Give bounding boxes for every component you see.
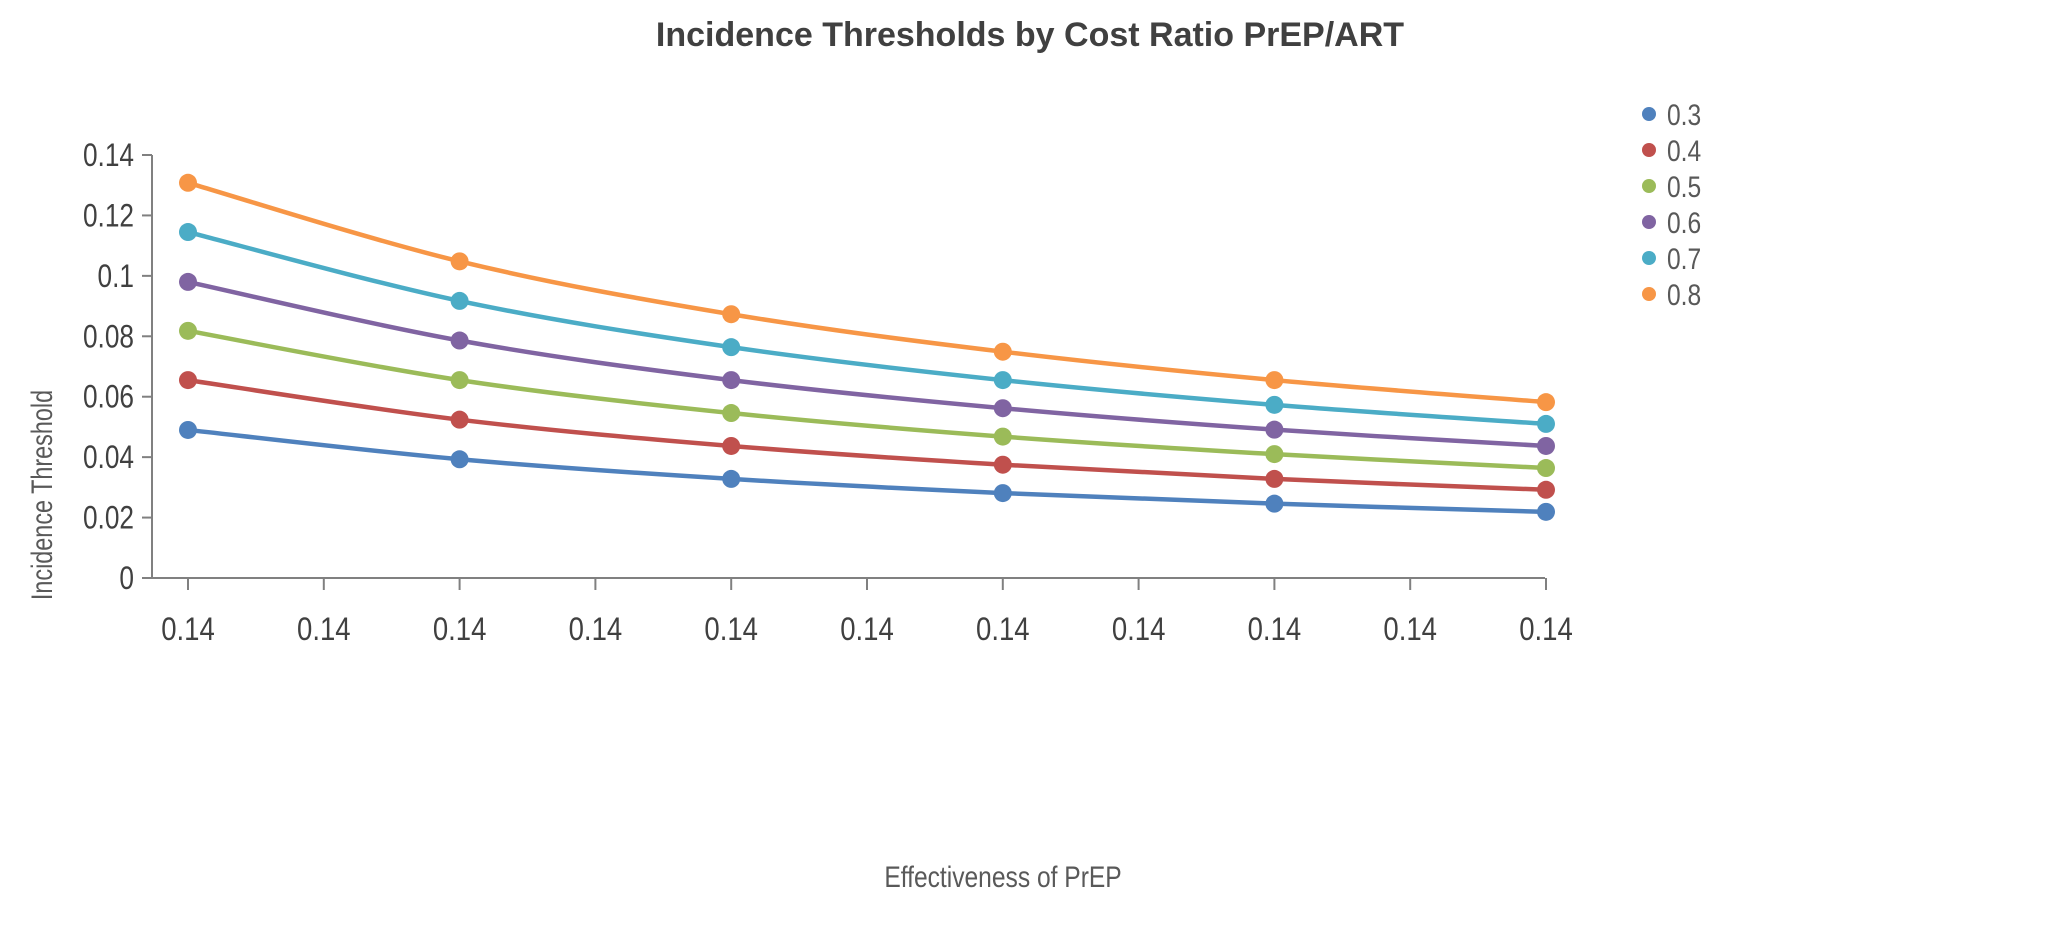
- data-point: [1537, 480, 1555, 499]
- data-point: [1537, 436, 1555, 455]
- data-point: [993, 484, 1012, 503]
- data-point: [1265, 371, 1284, 390]
- data-point: [1537, 502, 1555, 521]
- legend-marker: [1642, 287, 1656, 301]
- x-tick-label: 0.14: [1248, 612, 1302, 647]
- data-point: [993, 371, 1012, 390]
- chart-title: Incidence Thresholds by Cost Ratio PrEP/…: [656, 16, 1404, 54]
- data-point: [450, 331, 469, 350]
- legend: 0.30.40.50.60.70.8: [1642, 98, 1701, 312]
- y-tick-label: 0.06: [83, 380, 134, 415]
- legend-marker: [1642, 107, 1656, 121]
- series-line: [185, 328, 1549, 471]
- data-point: [450, 371, 469, 390]
- series-0.4: [179, 371, 1555, 499]
- x-tick-label: 0.14: [161, 612, 215, 647]
- data-point: [722, 404, 741, 423]
- x-tick-label: 0.14: [297, 612, 351, 647]
- x-tick-label: 0.14: [704, 612, 758, 647]
- x-tick-label: 0.14: [1112, 612, 1166, 647]
- data-point: [1265, 469, 1284, 488]
- data-point: [1265, 395, 1284, 414]
- y-tick-label: 0.14: [83, 139, 134, 174]
- legend-label: 0.7: [1667, 242, 1701, 276]
- series-0.6: [179, 272, 1555, 455]
- data-point: [450, 410, 469, 429]
- data-point: [722, 469, 741, 488]
- y-tick-label: 0.12: [83, 199, 134, 234]
- data-point: [722, 305, 741, 324]
- data-point: [722, 338, 741, 357]
- x-tick-label: 0.14: [1383, 612, 1437, 647]
- series-line: [185, 229, 1549, 427]
- data-point: [179, 223, 197, 242]
- data-point: [450, 450, 469, 469]
- series-line: [185, 377, 1549, 493]
- data-point: [1537, 459, 1555, 478]
- series-group: [179, 173, 1555, 521]
- legend-marker: [1642, 215, 1656, 229]
- data-point: [450, 252, 469, 271]
- x-tick-label: 0.14: [840, 612, 894, 647]
- data-point: [179, 420, 197, 439]
- data-point: [450, 291, 469, 310]
- legend-marker: [1642, 143, 1656, 157]
- legend-marker: [1642, 179, 1656, 193]
- data-point: [1537, 393, 1555, 412]
- data-point: [993, 342, 1012, 361]
- legend-label: 0.3: [1667, 98, 1701, 132]
- x-tick-label: 0.14: [433, 612, 487, 647]
- series-0.7: [179, 223, 1555, 433]
- y-tick-label: 0.1: [98, 260, 134, 295]
- legend-marker: [1642, 251, 1656, 265]
- data-point: [993, 399, 1012, 418]
- y-axis-label: Incidence Threshold: [25, 390, 58, 600]
- data-point: [1265, 445, 1284, 464]
- y-tick-label: 0: [119, 562, 134, 597]
- data-point: [722, 371, 741, 390]
- data-point: [993, 427, 1012, 446]
- data-point: [179, 371, 197, 390]
- x-tick-label: 0.14: [569, 612, 623, 647]
- legend-label: 0.5: [1667, 170, 1701, 204]
- y-tick-label: 0.04: [83, 441, 134, 476]
- legend-label: 0.8: [1667, 278, 1701, 312]
- y-tick-label: 0.02: [83, 501, 134, 536]
- data-point: [1265, 420, 1284, 439]
- data-point: [722, 436, 741, 455]
- axes: 0 0.02 0.04 0.06 0.08 0.1 0.12 0.14 0.14 0.14 0.14…: [83, 139, 1573, 648]
- series-0.3: [179, 420, 1555, 521]
- y-tick-label: 0.08: [83, 320, 134, 355]
- data-point: [179, 321, 197, 340]
- data-point: [1537, 414, 1555, 433]
- series-0.8: [179, 173, 1555, 412]
- x-tick-label: 0.14: [976, 612, 1030, 647]
- legend-label: 0.4: [1667, 134, 1701, 168]
- series-0.5: [179, 321, 1555, 478]
- series-line: [185, 180, 1549, 405]
- x-tick-label: 0.14: [1519, 612, 1573, 647]
- data-point: [179, 173, 197, 192]
- legend-label: 0.6: [1667, 206, 1701, 240]
- data-point: [179, 272, 197, 291]
- x-axis-label: Effectiveness of PrEP: [884, 860, 1121, 894]
- data-point: [1265, 494, 1284, 513]
- series-line: [185, 279, 1549, 449]
- series-line: [185, 427, 1549, 515]
- data-point: [993, 455, 1012, 474]
